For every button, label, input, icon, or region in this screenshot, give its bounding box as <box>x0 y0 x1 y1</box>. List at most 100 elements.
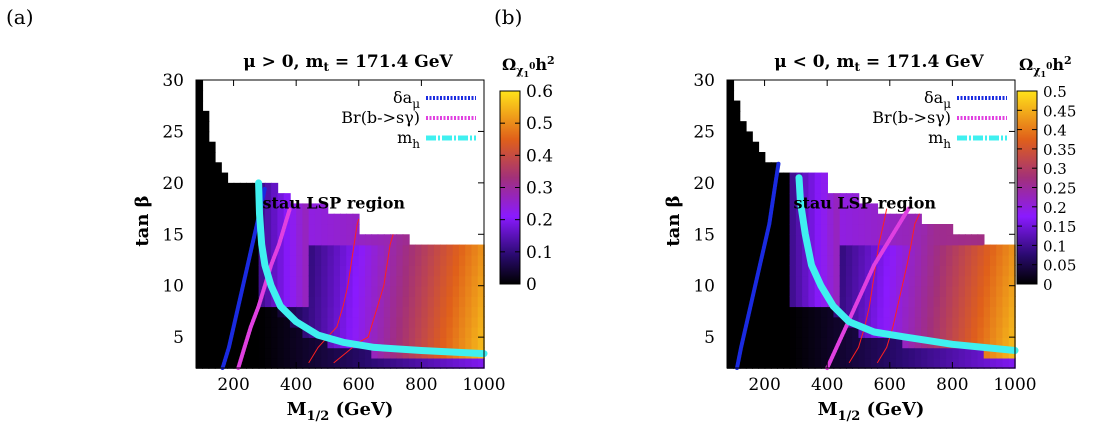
heatmap-cell <box>289 254 297 266</box>
heatmap-cell <box>427 296 435 308</box>
heatmap-cell <box>440 285 448 297</box>
heatmap-cell <box>764 162 772 174</box>
heatmap-cell <box>396 234 404 246</box>
heatmap-cell <box>914 254 922 266</box>
legend-label: Br(b->sγ) <box>872 108 951 127</box>
heatmap-cell <box>952 326 960 338</box>
heatmap-cell <box>333 213 341 225</box>
heatmap-cell <box>371 306 379 318</box>
heatmap-cell <box>889 224 897 236</box>
heatmap-cell <box>745 213 753 225</box>
heatmap-cell <box>427 357 435 369</box>
heatmap-cell <box>802 172 810 184</box>
heatmap-cell <box>783 203 791 215</box>
heatmap-cell <box>346 316 354 328</box>
heatmap-cell <box>733 203 741 215</box>
heatmap-cell <box>396 337 404 349</box>
heatmap-cell <box>365 306 373 318</box>
heatmap-cell <box>333 357 341 369</box>
y-tick-label: 15 <box>693 225 715 245</box>
heatmap-cell <box>783 326 791 338</box>
heatmap-cell <box>902 224 910 236</box>
heatmap-area <box>727 80 1016 369</box>
heatmap-cell <box>814 326 822 338</box>
heatmap-cell <box>921 296 929 308</box>
heatmap-cell <box>296 234 304 246</box>
heatmap-cell <box>864 254 872 266</box>
heatmap-cell <box>789 347 797 359</box>
x-tick-label: 1000 <box>993 375 1036 395</box>
heatmap-cell <box>352 244 360 256</box>
heatmap-cell <box>833 224 841 236</box>
heatmap-cell <box>889 347 897 359</box>
heatmap-cell <box>871 357 879 369</box>
heatmap-cell <box>365 275 373 287</box>
heatmap-cell <box>271 326 279 338</box>
colorbar-tick-label: 0.35 <box>1043 141 1076 159</box>
heatmap-cell <box>745 141 753 153</box>
heatmap-cell <box>208 182 216 194</box>
heatmap-cell <box>908 306 916 318</box>
heatmap-cell <box>258 275 266 287</box>
heatmap-cell <box>783 224 791 236</box>
heatmap-cell <box>820 275 828 287</box>
heatmap-cell <box>852 337 860 349</box>
heatmap-cell <box>770 337 778 349</box>
heatmap-cell <box>946 326 954 338</box>
heatmap-cell <box>1008 244 1016 256</box>
heatmap-cell <box>277 285 285 297</box>
heatmap-cell <box>214 193 222 205</box>
heatmap-cell <box>952 306 960 318</box>
heatmap-cell <box>777 182 785 194</box>
heatmap-cell <box>233 224 241 236</box>
heatmap-cell <box>340 265 348 277</box>
heatmap-cell <box>852 306 860 318</box>
heatmap-cell <box>346 347 354 359</box>
heatmap-cell <box>358 347 366 359</box>
x-tick-label: 800 <box>405 375 437 395</box>
heatmap-cell <box>777 316 785 328</box>
heatmap-cell <box>845 244 854 256</box>
heatmap-cell <box>939 326 947 338</box>
colorbar-tick-label: 0.2 <box>526 211 553 231</box>
heatmap-cell <box>896 326 904 338</box>
heatmap-cell <box>727 172 735 184</box>
heatmap-cell <box>827 224 835 236</box>
heatmap-cell <box>808 203 816 215</box>
heatmap-cell <box>346 234 354 246</box>
heatmap-cell <box>939 244 947 256</box>
heatmap-cell <box>777 306 785 318</box>
heatmap-cell <box>208 162 216 174</box>
heatmap-cell <box>770 285 778 297</box>
heatmap-cell <box>764 316 772 328</box>
heatmap-cell <box>258 337 266 349</box>
heatmap-cell <box>889 265 897 277</box>
heatmap-cell <box>377 285 385 297</box>
heatmap-cell <box>196 193 204 205</box>
heatmap-cell <box>396 357 404 369</box>
heatmap-cell <box>883 213 891 225</box>
heatmap-cell <box>783 306 791 318</box>
heatmap-cell <box>302 357 310 369</box>
heatmap-cell <box>433 316 441 328</box>
heatmap-cell <box>471 296 479 308</box>
heatmap-cell <box>371 357 379 369</box>
heatmap-cell <box>789 182 797 194</box>
heatmap-cell <box>977 254 985 266</box>
heatmap-cell <box>939 224 947 236</box>
heatmap-cell <box>271 275 279 287</box>
heatmap-cell <box>858 347 866 359</box>
heatmap-cell <box>727 337 735 349</box>
heatmap-cell <box>196 285 204 297</box>
heatmap-cell <box>927 306 935 318</box>
heatmap-cell <box>958 357 966 369</box>
heatmap-cell <box>271 357 279 369</box>
heatmap-cell <box>752 193 760 205</box>
heatmap-cell <box>283 254 291 266</box>
heatmap-cell <box>839 234 847 246</box>
heatmap-cell <box>458 337 467 349</box>
heatmap-cell <box>196 224 204 236</box>
heatmap-cell <box>964 347 972 359</box>
heatmap-cell <box>933 254 941 266</box>
heatmap-cell <box>340 326 348 338</box>
